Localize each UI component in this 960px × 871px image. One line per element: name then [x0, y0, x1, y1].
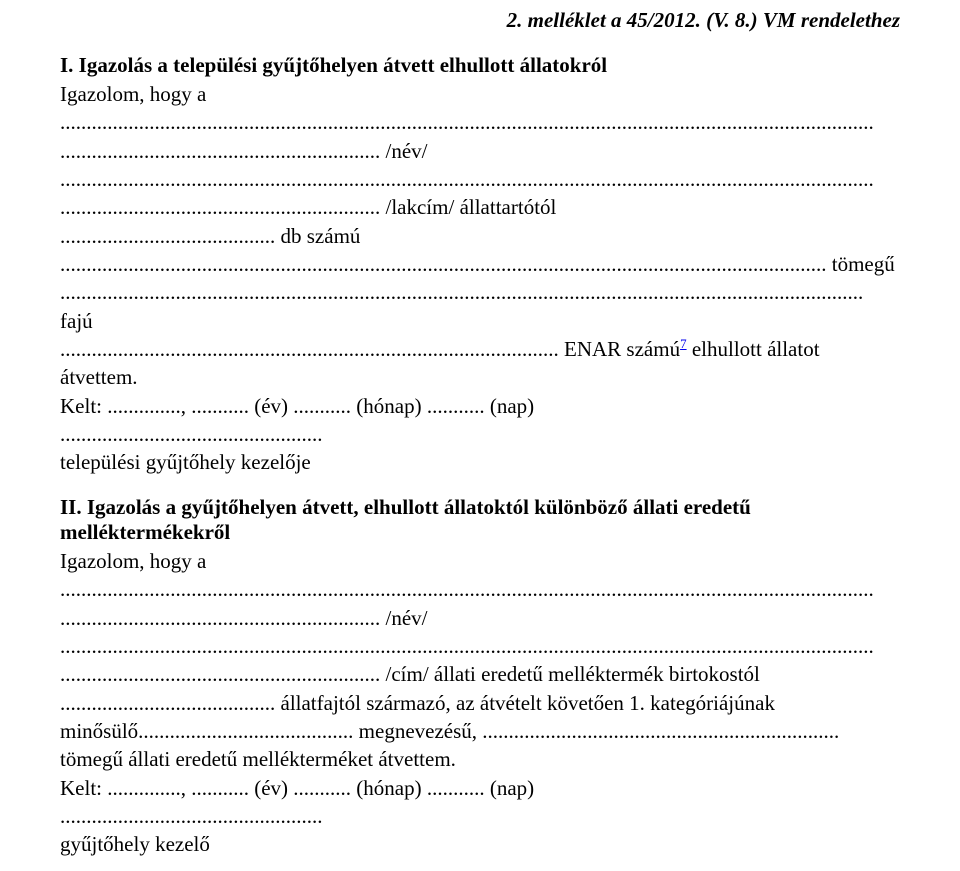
enar-prefix: ........................................… [60, 337, 680, 361]
section-1-signature-label: települési gyűjtőhely kezelője [60, 448, 900, 476]
section-1-enar: ........................................… [60, 335, 900, 363]
section-2-intro: Igazolom, hogy a [60, 547, 900, 575]
attachment-header: 2. melléklet a 45/2012. (V. 8.) VM rende… [60, 8, 900, 33]
section-2-kelt: Kelt: .............., ........... (év) .… [60, 774, 900, 802]
section-2-tomegu: tömegű állati eredetű mellékterméket átv… [60, 745, 900, 773]
section-1-nev: ........................................… [60, 137, 900, 165]
enar-suffix: elhullott állatot [687, 337, 820, 361]
section-1-tomegu: ........................................… [60, 250, 900, 278]
section-2-cim: ........................................… [60, 660, 900, 688]
section-2-nev: ........................................… [60, 604, 900, 632]
section-1-title: I. Igazolás a települési gyűjtőhelyen át… [60, 53, 900, 78]
section-1-lakcim: ........................................… [60, 193, 900, 221]
section-1-db: ........................................… [60, 222, 900, 250]
section-2-signature-dots: ........................................… [60, 802, 900, 830]
section-2-dots-1: ........................................… [60, 575, 900, 603]
section-1-atvettem: átvettem. [60, 363, 900, 391]
section-1-faju: ........................................… [60, 278, 900, 335]
section-1-dots-2: ........................................… [60, 165, 900, 193]
section-1-intro: Igazolom, hogy a [60, 80, 900, 108]
section-1-signature-dots: ........................................… [60, 420, 900, 448]
section-2-allatfaj: ........................................… [60, 689, 900, 717]
section-2-minosulo: minősülő................................… [60, 717, 900, 745]
section-1-kelt: Kelt: .............., ........... (év) .… [60, 392, 900, 420]
section-2-title: II. Igazolás a gyűjtőhelyen átvett, elhu… [60, 495, 900, 545]
section-2-dots-2: ........................................… [60, 632, 900, 660]
section-1-dots-1: ........................................… [60, 108, 900, 136]
section-2-signature-label: gyűjtőhely kezelő [60, 830, 900, 858]
